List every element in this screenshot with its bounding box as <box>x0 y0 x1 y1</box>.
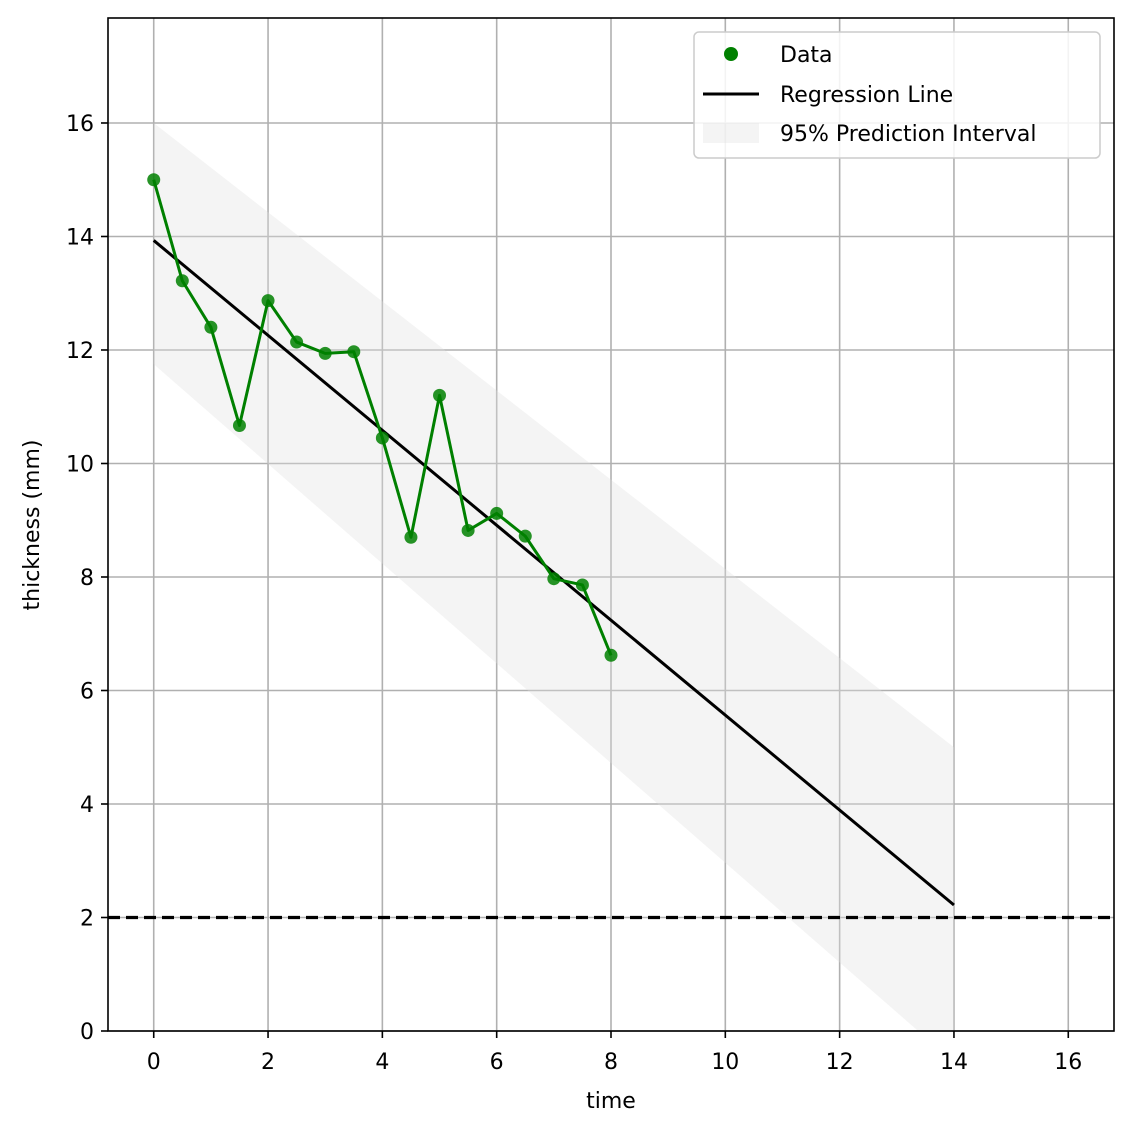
y-axis-label: thickness (mm) <box>20 440 45 611</box>
y-axis-ticks: 0 2 4 6 8 10 12 14 16 <box>66 112 108 1045</box>
legend-box <box>693 31 1101 159</box>
data-point <box>147 173 161 187</box>
data-point <box>490 506 504 520</box>
legend-interval-swatch <box>703 123 759 143</box>
x-tick-label: 8 <box>604 1050 618 1075</box>
x-axis-ticks: 0 2 4 6 8 10 12 14 16 <box>147 1031 1082 1075</box>
legend-data-label: Data <box>780 43 833 68</box>
y-tick-label: 2 <box>80 906 94 931</box>
x-tick-label: 2 <box>261 1050 275 1075</box>
y-tick-label: 4 <box>80 793 94 818</box>
data-point <box>290 335 304 349</box>
data-point <box>404 530 418 544</box>
x-tick-label: 0 <box>147 1050 161 1075</box>
y-tick-label: 10 <box>66 452 94 477</box>
y-tick-label: 12 <box>66 339 94 364</box>
x-tick-label: 16 <box>1054 1050 1082 1075</box>
data-point <box>232 418 246 432</box>
data-point <box>261 294 275 308</box>
y-tick-label: 14 <box>66 225 94 250</box>
data-point <box>375 431 389 445</box>
data-point <box>347 345 361 359</box>
x-tick-label: 12 <box>826 1050 854 1075</box>
data-point <box>318 346 332 360</box>
x-tick-label: 6 <box>490 1050 504 1075</box>
data-series <box>147 173 618 662</box>
x-tick-label: 10 <box>711 1050 739 1075</box>
data-point <box>575 578 589 592</box>
data-point <box>604 648 618 662</box>
y-tick-label: 6 <box>80 679 94 704</box>
legend-data-marker <box>724 47 738 61</box>
x-tick-label: 14 <box>940 1050 968 1075</box>
data-point <box>433 388 447 402</box>
data-point <box>204 320 218 334</box>
legend-regression-label: Regression Line <box>780 83 953 108</box>
y-tick-label: 0 <box>80 1020 94 1045</box>
data-point <box>461 523 475 537</box>
y-tick-label: 8 <box>80 566 94 591</box>
legend-interval-label: 95% Prediction Interval <box>780 122 1036 147</box>
data-point <box>547 572 561 586</box>
legend: Data Regression Line 95% Prediction Inte… <box>693 31 1101 159</box>
data-point <box>518 529 532 543</box>
data-point <box>175 274 189 288</box>
y-tick-label: 16 <box>66 112 94 137</box>
x-axis-label: time <box>586 1089 636 1114</box>
x-tick-label: 4 <box>375 1050 389 1075</box>
